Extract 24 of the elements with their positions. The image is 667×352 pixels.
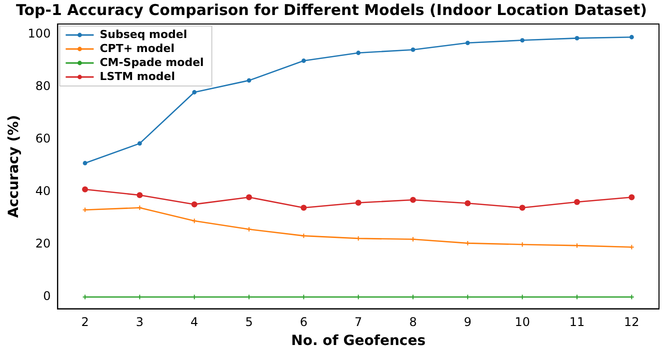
x-tick-label: 12 [624, 315, 640, 330]
x-axis-title: No. of Geofences [291, 333, 426, 350]
y-tick-label: 60 [35, 132, 51, 146]
chart-title: Top-1 Accuracy Comparison for Different Models (Indoor Location Dataset) [16, 0, 648, 19]
x-tick-label: 10 [514, 315, 530, 330]
x-tick-label: 3 [136, 315, 144, 330]
x-tick-label: 7 [354, 315, 362, 330]
legend-label: LSTM model [100, 70, 176, 83]
legend-label: CM-Spade model [100, 56, 204, 69]
y-axis-title: Accuracy (%) [6, 114, 22, 218]
x-tick-label: 2 [81, 315, 89, 330]
x-tick-label: 9 [464, 315, 472, 330]
y-tick-label: 100 [28, 26, 51, 41]
y-tick-label: 20 [35, 236, 51, 251]
legend-label: CPT+ model [100, 42, 175, 55]
x-tick-label: 8 [409, 315, 417, 330]
y-tick-label: 80 [35, 79, 51, 94]
y-tick-label: 40 [35, 184, 51, 198]
x-tick-label: 5 [245, 315, 253, 330]
x-tick-label: 4 [190, 315, 198, 330]
x-tick-label: 11 [569, 315, 585, 330]
x-tick-label: 6 [300, 315, 308, 330]
legend-label: Subseq model [100, 28, 188, 41]
y-tick-label: 0 [43, 289, 51, 304]
